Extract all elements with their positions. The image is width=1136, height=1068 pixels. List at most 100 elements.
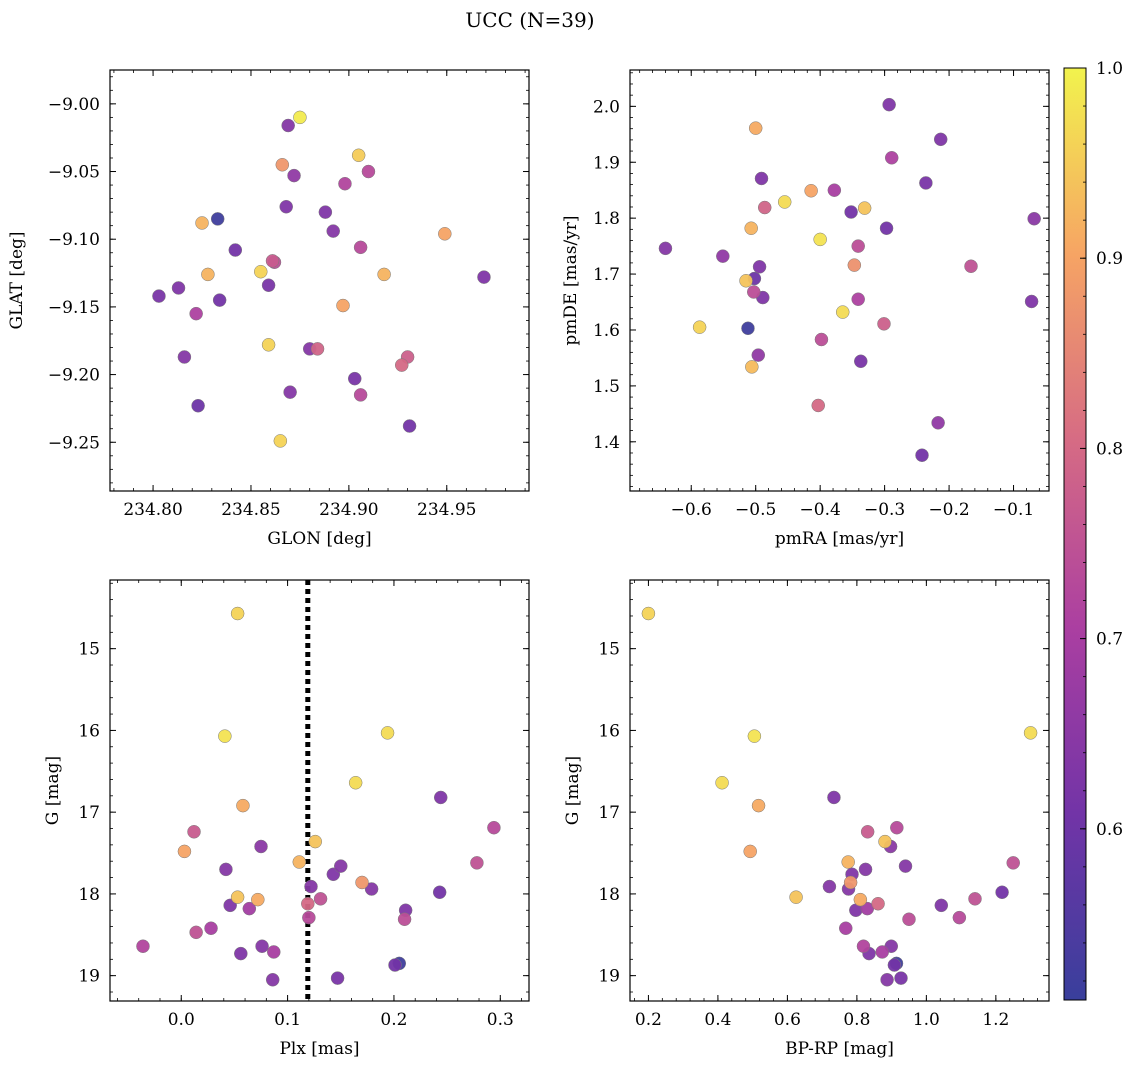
data-point xyxy=(432,885,447,900)
data-point xyxy=(364,882,379,896)
x-axis-label: BP-RP [mag] xyxy=(785,1039,894,1059)
data-point xyxy=(743,844,757,859)
x-tick-label: 0.6 xyxy=(774,1010,801,1030)
data-point xyxy=(204,921,218,935)
data-point xyxy=(813,232,827,247)
data-point xyxy=(275,158,290,172)
data-point xyxy=(887,958,902,972)
data-point xyxy=(361,164,376,179)
data-point xyxy=(745,360,759,374)
data-point xyxy=(326,224,340,238)
axes-frame xyxy=(629,579,1050,1002)
y-axis-label: pmDE [mas/yr] xyxy=(561,215,581,345)
y-tick-label: 17 xyxy=(598,803,620,823)
data-point xyxy=(822,879,837,894)
data-point xyxy=(308,834,322,849)
data-point xyxy=(853,892,868,907)
y-tick-label: −9.15 xyxy=(48,298,100,318)
data-point xyxy=(884,151,899,165)
data-point xyxy=(171,281,186,295)
data-point xyxy=(964,259,978,273)
data-point xyxy=(934,898,949,913)
data-point xyxy=(811,398,825,413)
data-point xyxy=(841,855,855,869)
data-point xyxy=(293,110,307,125)
data-point xyxy=(191,398,205,413)
data-point xyxy=(330,971,345,985)
data-point xyxy=(187,825,201,839)
x-tick-label: −0.5 xyxy=(735,500,776,520)
data-point xyxy=(255,939,269,953)
points-layer xyxy=(136,580,501,1001)
y-tick-label: 16 xyxy=(78,721,100,741)
data-point xyxy=(915,448,929,462)
data-point xyxy=(287,168,301,183)
x-tick-label: 234.85 xyxy=(221,500,280,520)
points-layer xyxy=(658,97,1041,462)
y-tick-label: 1.5 xyxy=(593,377,620,397)
data-point xyxy=(254,264,268,279)
data-point xyxy=(744,221,758,235)
x-tick-label: 0.2 xyxy=(635,1010,662,1030)
figure-title: UCC (N=39) xyxy=(465,8,594,32)
x-tick-label: 0.3 xyxy=(487,1010,514,1030)
colorbar-tick-label: 0.8 xyxy=(1096,439,1123,459)
points-layer xyxy=(152,110,491,448)
data-point xyxy=(201,267,215,282)
data-point xyxy=(827,790,841,805)
data-point xyxy=(397,912,412,927)
data-point xyxy=(261,338,276,352)
data-point xyxy=(751,348,766,362)
data-point xyxy=(968,892,982,906)
data-point xyxy=(218,729,232,743)
data-point xyxy=(898,859,913,873)
data-point xyxy=(814,332,829,347)
data-point xyxy=(292,855,307,869)
data-point xyxy=(351,148,366,163)
data-point xyxy=(219,862,233,877)
data-point xyxy=(804,184,818,198)
y-axis-label: G [mag] xyxy=(563,756,583,825)
data-point xyxy=(835,305,850,319)
y-axis-label: G [mag] xyxy=(43,756,63,825)
data-point xyxy=(402,419,417,433)
data-point xyxy=(931,416,945,430)
data-point xyxy=(752,260,767,274)
y-tick-label: 1.6 xyxy=(593,321,620,341)
data-point xyxy=(658,241,673,256)
data-point xyxy=(902,912,916,927)
x-tick-label: 234.80 xyxy=(123,500,182,520)
data-point xyxy=(995,885,1009,900)
y-tick-label: 19 xyxy=(598,967,620,987)
data-point xyxy=(477,270,491,284)
data-point xyxy=(1023,726,1038,740)
points-layer xyxy=(641,606,1038,987)
data-point xyxy=(843,875,858,890)
data-point xyxy=(789,890,803,904)
x-tick-label: 0.0 xyxy=(168,1010,195,1030)
data-point xyxy=(334,859,348,873)
data-point xyxy=(152,289,166,303)
x-tick-label: −0.6 xyxy=(671,500,712,520)
x-tick-label: 1.2 xyxy=(982,1010,1009,1030)
data-point xyxy=(251,892,265,907)
data-point xyxy=(228,243,243,257)
panel-plx-g: 0.0 0.1 0.2 0.3 15 16 17 18 19 Plx [mas] G [mag] xyxy=(43,579,530,1059)
data-point xyxy=(267,945,281,959)
colorbar: 1.0 0.9 0.8 0.7 0.6 xyxy=(1063,59,1123,1001)
data-point xyxy=(879,221,894,235)
data-point xyxy=(1024,294,1039,309)
data-point xyxy=(856,939,871,953)
data-point xyxy=(882,97,896,112)
data-point xyxy=(827,183,842,197)
data-point xyxy=(739,274,753,288)
data-point xyxy=(189,925,203,940)
colorbar-tick-label: 0.9 xyxy=(1096,249,1123,269)
data-point xyxy=(318,205,333,219)
data-point xyxy=(236,798,250,813)
panel-glon-glat: 234.80 234.85 234.90 234.95 −9.00 −9.05 −9.10 −… xyxy=(7,69,530,549)
data-point xyxy=(890,820,904,835)
y-tick-label: 1.4 xyxy=(593,433,620,453)
data-point xyxy=(854,354,868,369)
